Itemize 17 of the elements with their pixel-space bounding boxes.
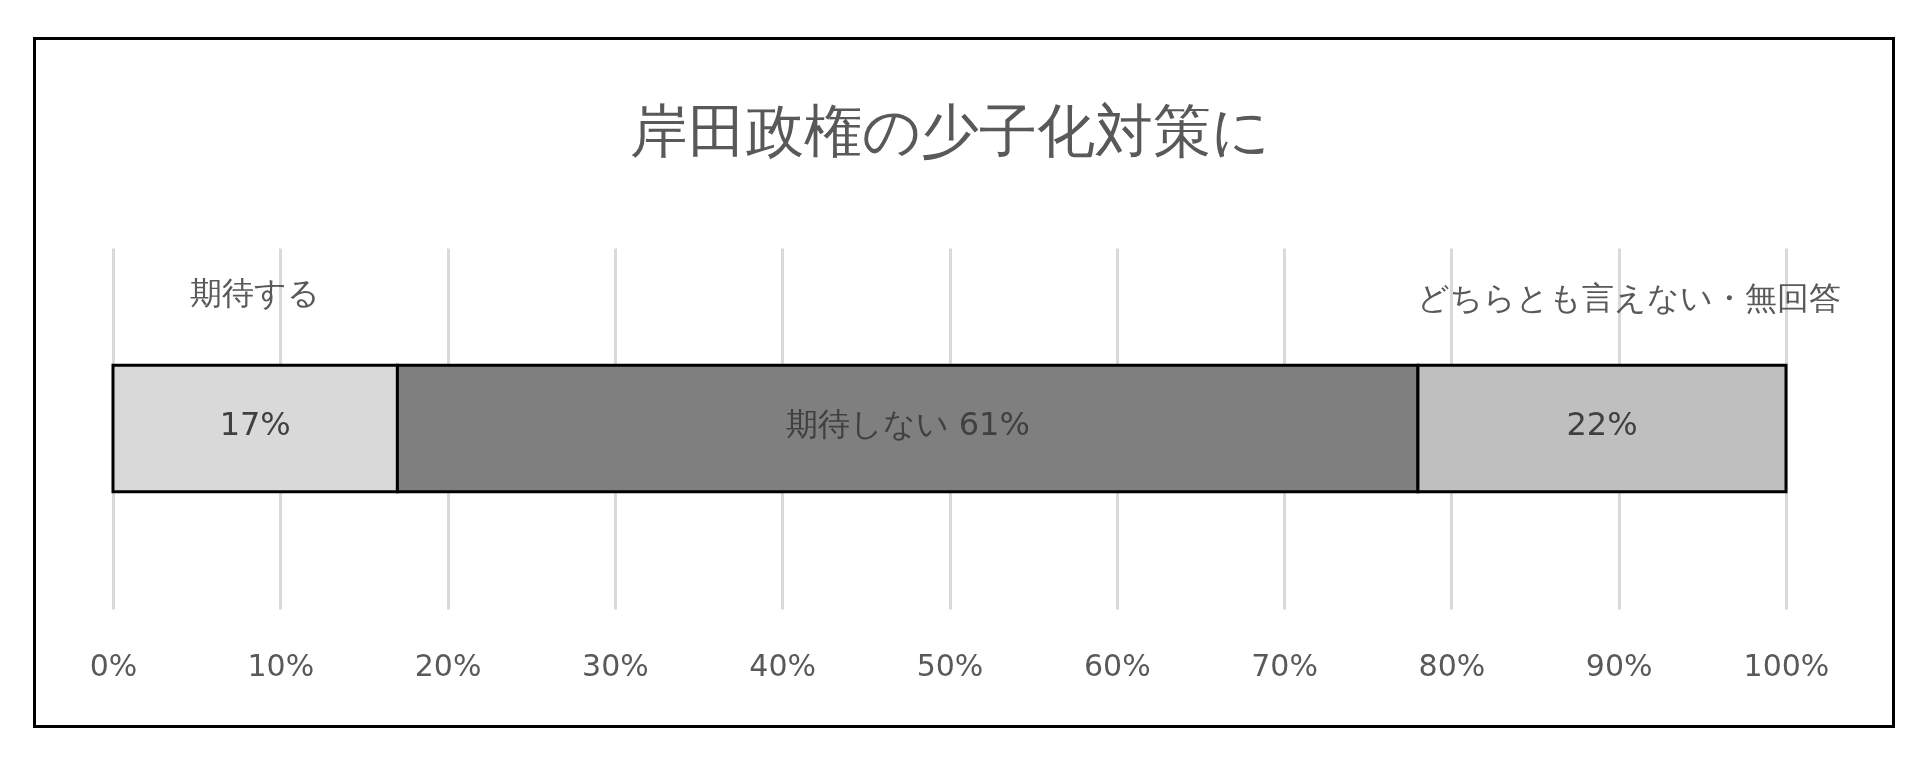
data-label: 17% — [219, 404, 291, 443]
data-label: 22% — [1566, 404, 1638, 443]
text: 期待しない 61% — [785, 404, 1030, 443]
x-tick-label: 30% — [582, 647, 649, 683]
series-label: どちらとも言えない・無回答 — [1417, 278, 1841, 317]
x-tick-label: 10% — [247, 647, 315, 683]
x-tick-label: 60% — [1083, 647, 1151, 683]
x-tick-label: 0% — [89, 647, 138, 683]
chart-title: 岸田政権の少子化対策に — [629, 97, 1270, 165]
x-tick-label: 100% — [1743, 647, 1830, 683]
series-label: 期待する — [190, 273, 321, 312]
x-tick-label: 20% — [414, 647, 482, 683]
x-tick-label: 90% — [1585, 647, 1653, 683]
x-tick-label: 70% — [1251, 647, 1318, 683]
x-tick-label: 40% — [749, 647, 817, 683]
x-tick-label: 50% — [916, 647, 984, 683]
x-tick-label: 80% — [1418, 647, 1486, 683]
